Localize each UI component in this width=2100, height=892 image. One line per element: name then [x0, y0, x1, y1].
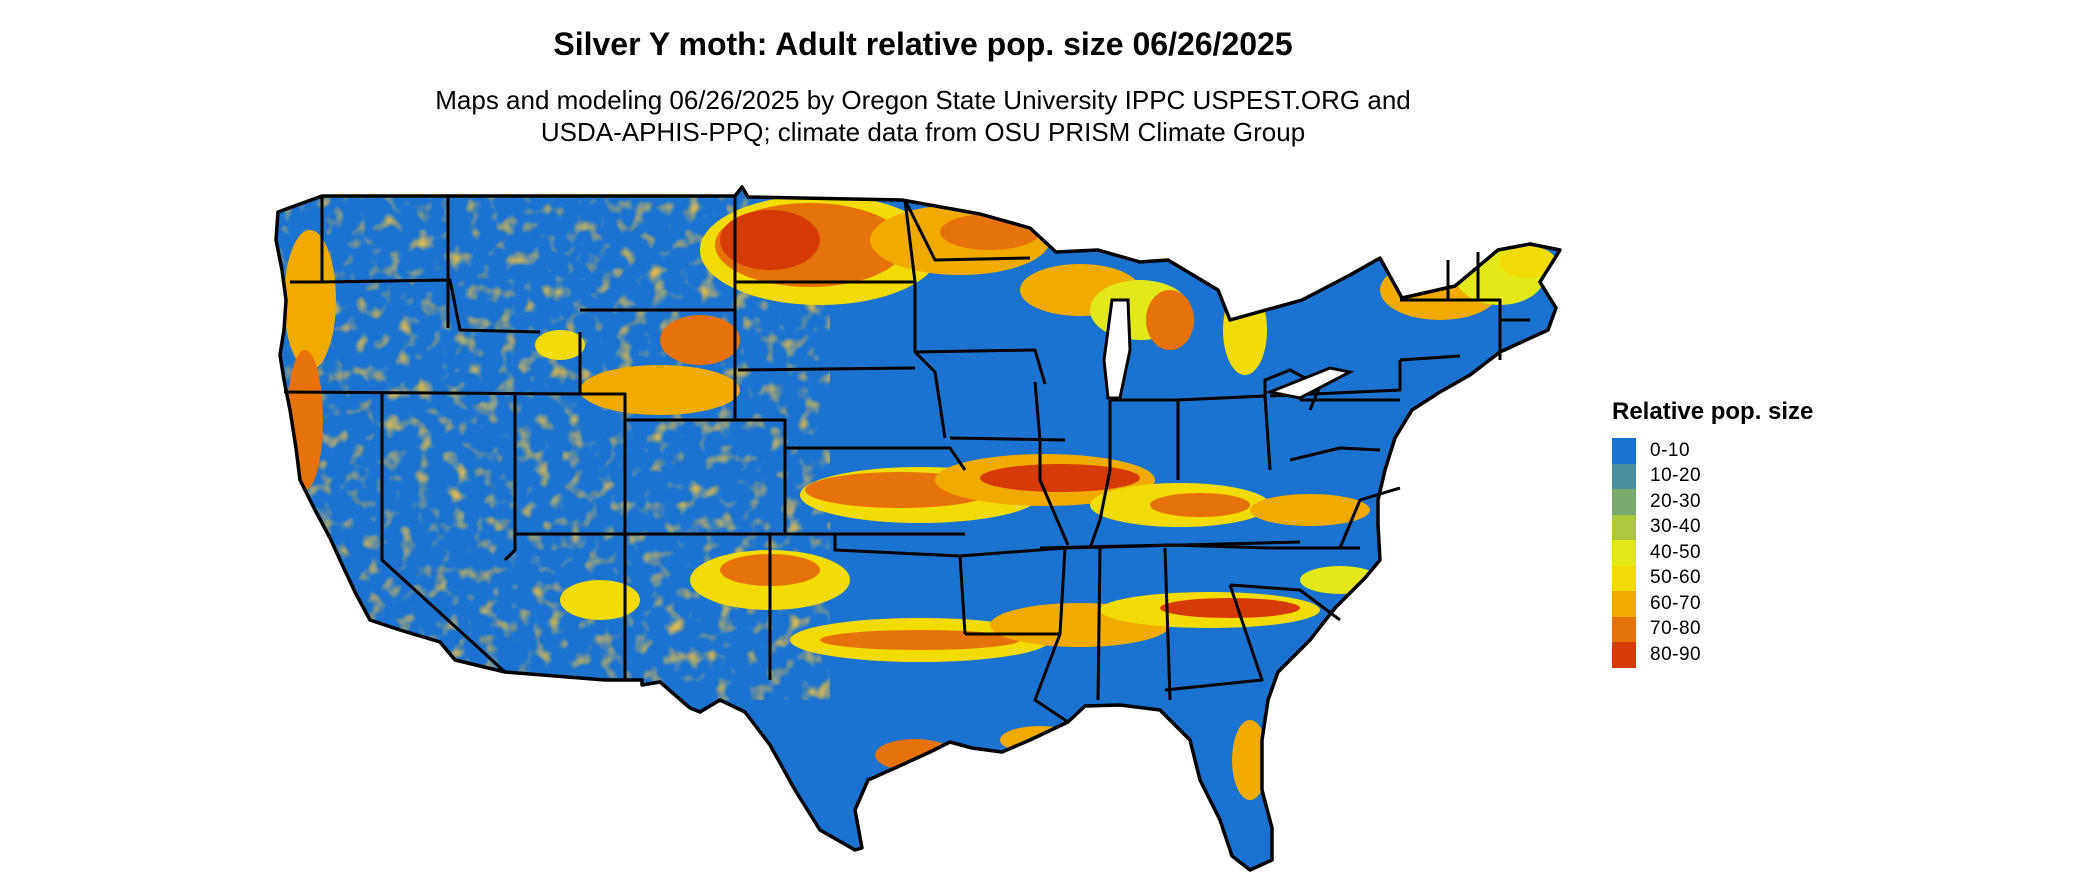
legend-label: 70-80: [1650, 618, 1702, 640]
legend-swatch: [1612, 540, 1636, 566]
legend-item: 70-80: [1612, 616, 1813, 642]
lake-michigan: [1102, 298, 1132, 400]
legend-label: 0-10: [1650, 439, 1691, 461]
legend-swatch: [1612, 438, 1636, 464]
legend-swatch: [1612, 514, 1636, 540]
legend-swatch: [1612, 616, 1636, 642]
legend-items: 0-10 10-20 20-30 30-40 40-50 50-60 60-70 70-80 8…: [1612, 438, 1813, 668]
map-subtitle: Maps and modeling 06/26/2025 by Oregon S…: [0, 84, 1846, 148]
legend-label: 60-70: [1650, 592, 1702, 614]
hot-zone-rockies: [535, 315, 740, 415]
legend-label: 80-90: [1650, 643, 1702, 665]
legend-item: 80-90: [1612, 642, 1813, 668]
legend-item: 40-50: [1612, 540, 1813, 566]
us-outline: [274, 185, 1562, 872]
legend-item: 30-40: [1612, 514, 1813, 540]
legend-label: 40-50: [1650, 541, 1702, 563]
subtitle-line-2: USDA-APHIS-PPQ; climate data from OSU PR…: [540, 117, 1306, 147]
hot-zone-pacific: [284, 230, 640, 620]
legend: Relative pop. size 0-10 10-20 20-30 30-40 40…: [1612, 398, 1813, 668]
legend-swatch: [1612, 591, 1636, 617]
legend-swatch: [1612, 565, 1636, 591]
map-title: Silver Y moth: Adult relative pop. size …: [553, 26, 1293, 62]
legend-item: 60-70: [1612, 591, 1813, 617]
legend-swatch: [1612, 489, 1636, 515]
lake-erie: [1264, 366, 1355, 400]
legend-label: 10-20: [1650, 465, 1702, 487]
hot-zone-central-band: [800, 454, 1370, 527]
legend-label: 20-30: [1650, 490, 1702, 512]
legend-swatch: [1612, 642, 1636, 668]
heat-raster: [276, 187, 1560, 870]
legend-label: 30-40: [1650, 516, 1702, 538]
legend-label: 50-60: [1650, 567, 1702, 589]
legend-title: Relative pop. size: [1612, 398, 1814, 425]
subtitle-line-1: Maps and modeling 06/26/2025 by Oregon S…: [435, 85, 1411, 115]
legend-item: 20-30: [1612, 489, 1813, 515]
legend-item: 50-60: [1612, 565, 1813, 591]
great-lakes: [1102, 298, 1355, 400]
state-borders: [283, 196, 1530, 724]
legend-item: 0-10: [1612, 438, 1813, 464]
legend-swatch: [1612, 463, 1636, 489]
legend-item: 10-20: [1612, 463, 1813, 489]
